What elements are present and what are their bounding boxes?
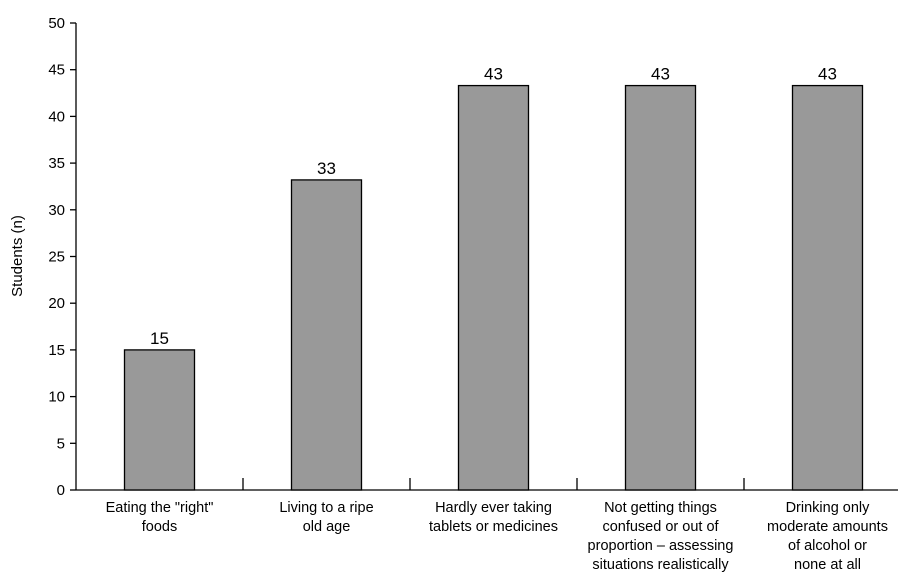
bar [123,349,196,491]
category-label-line: proportion – assessing [588,538,734,554]
y-tick-label: 30 [48,202,65,219]
x-axis-separators [242,478,745,490]
category-label-line: confused or out of [602,519,719,535]
category-label: Living to a ripe old age [279,500,373,535]
y-tick-label: 50 [48,15,65,32]
y-tick-label: 35 [48,155,65,172]
category-label-line: tablets or medicines [429,519,558,535]
category-label: Eating the "right" foods [106,500,214,535]
bar [624,84,697,491]
category-label-line: of alcohol or [788,538,867,554]
y-axis-title: Students (n) [9,215,26,297]
category-label: Drinking only moderate amounts of alcohol … [767,500,888,573]
bar-value-label: 43 [651,65,670,84]
bar-value-label: 43 [818,65,837,84]
y-tick-label: 20 [48,295,65,312]
y-tick-label: 25 [48,249,65,266]
bar [290,179,363,491]
category-label-line: moderate amounts [767,519,888,535]
category-label-line: none at all [794,557,861,573]
y-tick-label: 5 [57,435,65,452]
y-tick-label: 45 [48,62,65,79]
category-label-line: old age [303,519,351,535]
bar-value-label: 15 [150,329,169,348]
bar-value-label: 33 [317,159,336,178]
category-label-line: Eating the "right" [106,500,214,516]
category-label-line: foods [142,519,177,535]
category-label-line: situations realistically [592,557,729,573]
category-label: Hardly ever taking tablets or medicines [429,500,558,535]
bars [123,84,864,491]
y-tick-label: 15 [48,342,65,359]
category-label-line: Not getting things [604,500,717,516]
data-labels: 15 33 43 43 43 [150,65,837,348]
bar [457,84,530,491]
category-label-line: Living to a ripe [279,500,373,516]
y-tick-label: 40 [48,108,65,125]
category-label: Not getting things confused or out of prop… [588,500,734,573]
y-tick-label: 0 [57,482,65,499]
bar [791,84,864,491]
y-axis-ticks: 0 5 10 15 20 25 30 35 40 45 50 [48,15,76,499]
category-labels: Eating the "right" foods Living to a ripe o… [106,500,888,573]
bar-value-label: 43 [484,65,503,84]
category-label-line: Hardly ever taking [435,500,552,516]
category-label-line: Drinking only [786,500,871,516]
y-tick-label: 10 [48,389,65,406]
y-axis: 0 5 10 15 20 25 30 35 40 45 50 [48,15,77,499]
